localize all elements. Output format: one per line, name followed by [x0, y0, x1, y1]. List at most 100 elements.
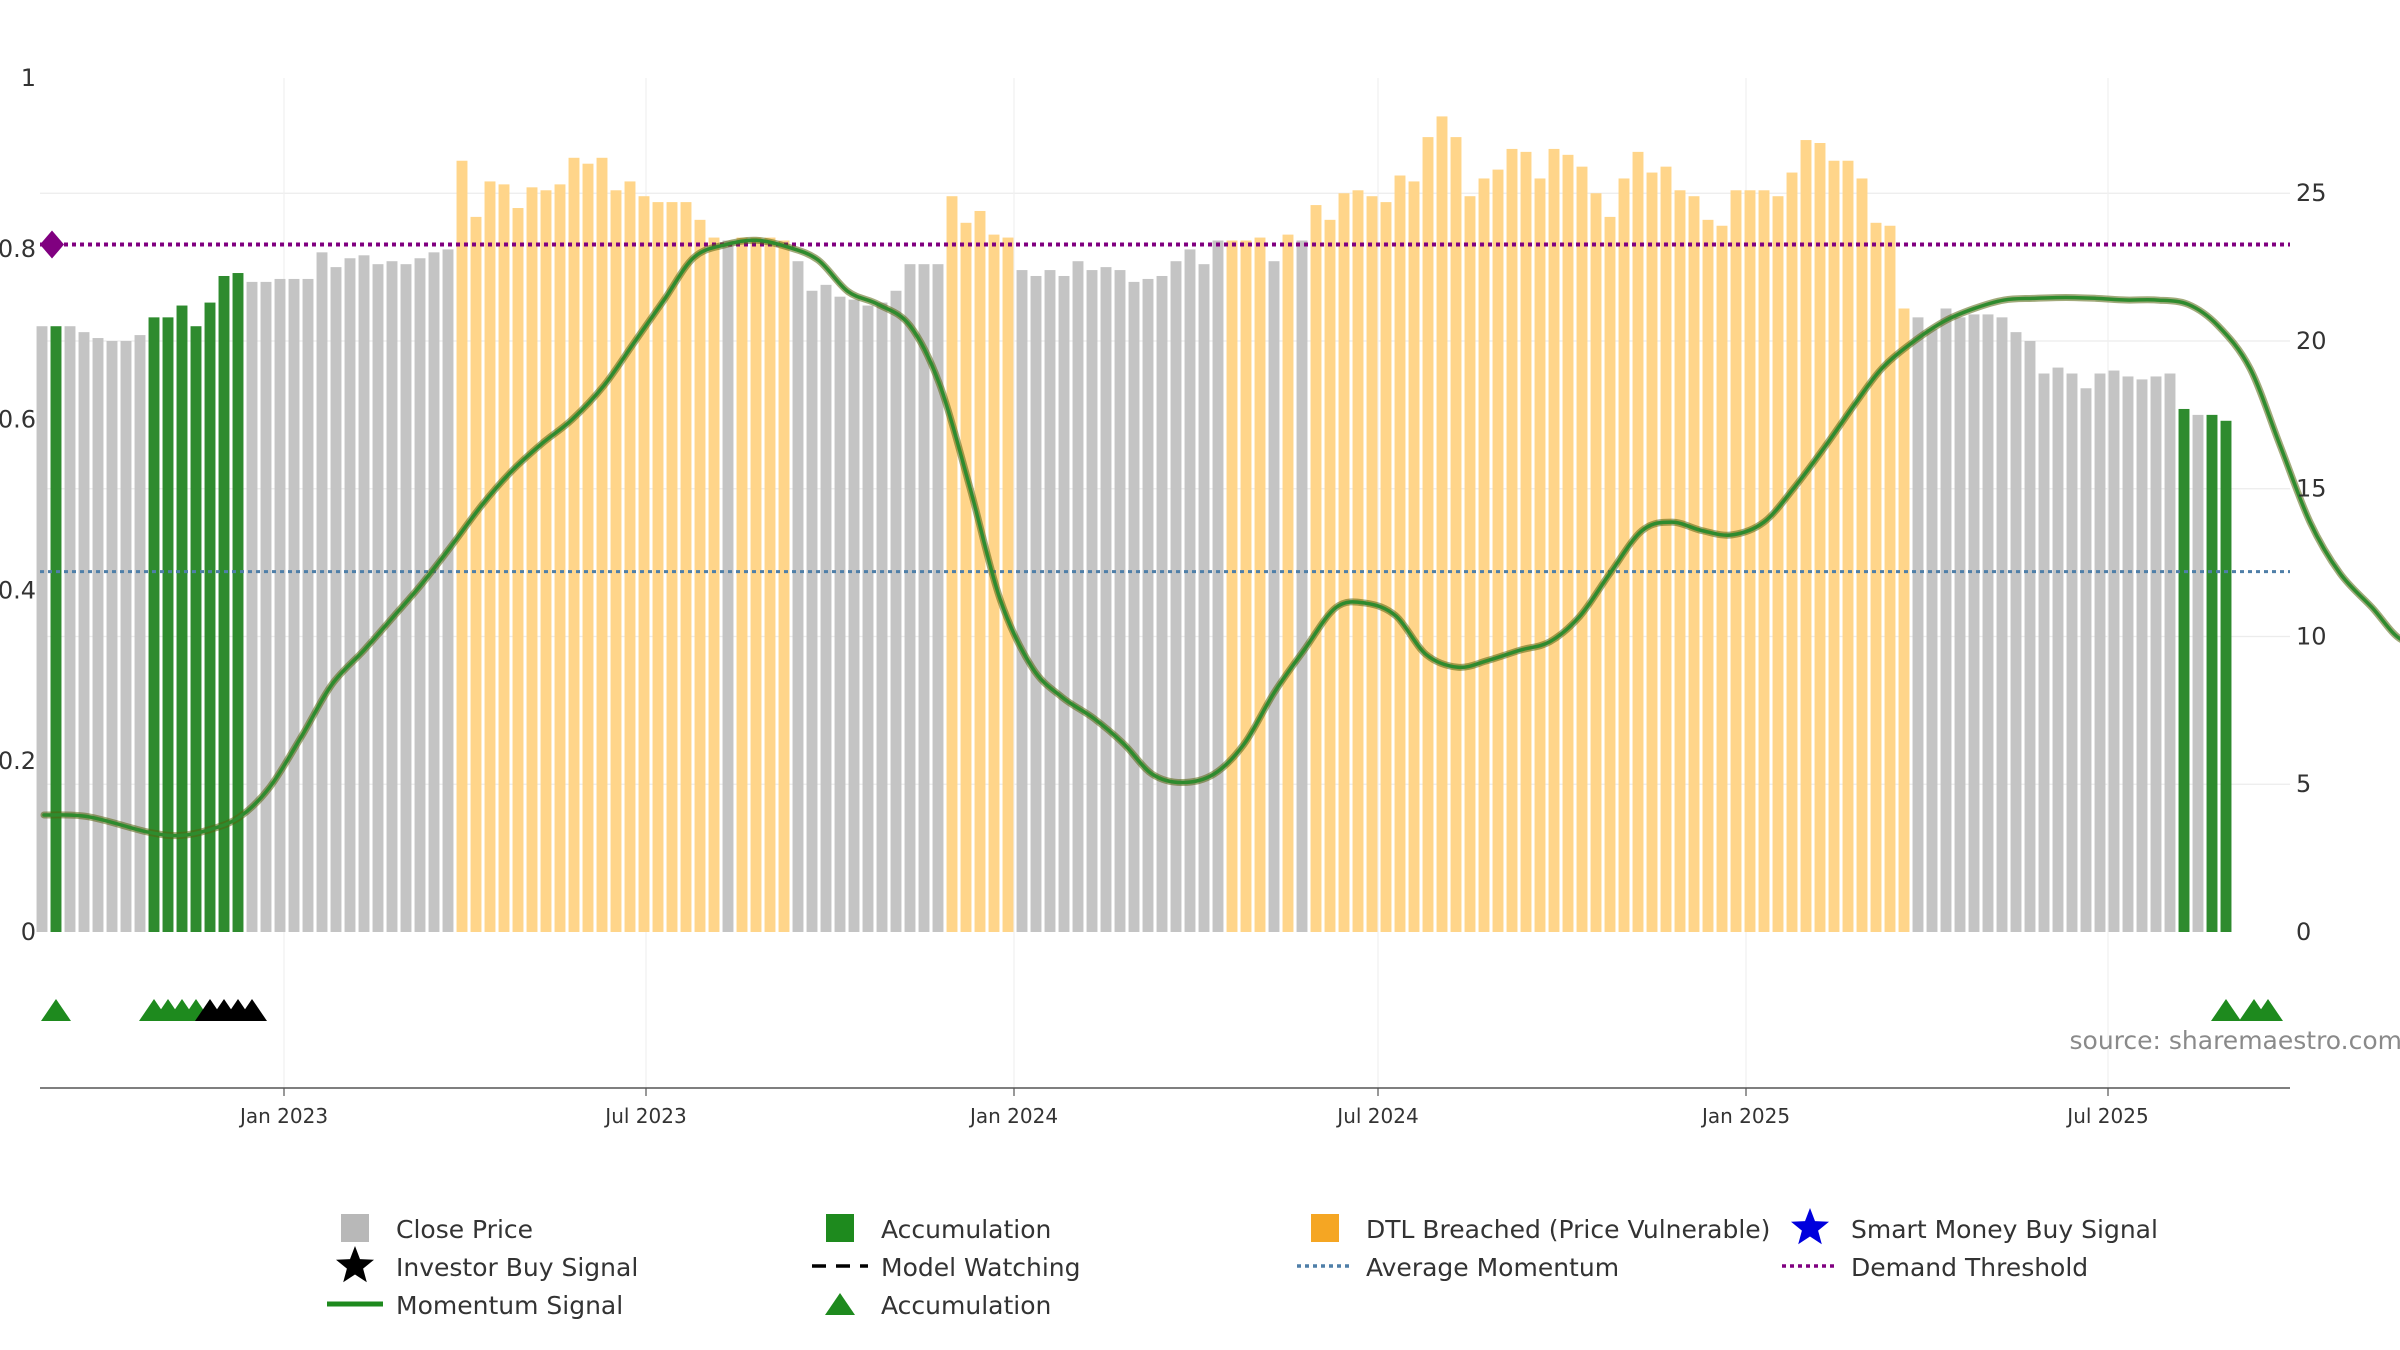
- right-tick-label: 0: [2296, 918, 2311, 946]
- reference-lines: [40, 230, 2290, 574]
- bar-gray: [106, 340, 118, 932]
- bar-green: [162, 317, 174, 932]
- legend-label: Average Momentum: [1366, 1253, 1619, 1282]
- bar-orange: [526, 187, 538, 933]
- axes: 0 5 10 15 20 25 0 0.2 0.4 0.6 0.8 1 Jan 2023 Jul 2023…: [0, 64, 2327, 1128]
- x-tick-label: Jan 2025: [1700, 1104, 1790, 1128]
- bar-gray: [1996, 317, 2008, 932]
- bar-orange: [1772, 196, 1784, 933]
- bar-orange: [1870, 222, 1882, 933]
- left-tick-label: 0.8: [0, 235, 36, 263]
- bar-gray: [834, 296, 846, 933]
- bar-orange: [1842, 160, 1854, 932]
- bar-gray: [330, 267, 342, 932]
- bar-gray: [1100, 267, 1112, 932]
- demand-threshold-diamond: [40, 230, 64, 259]
- bar-gray: [344, 258, 356, 932]
- right-tick-label: 10: [2296, 622, 2327, 650]
- source-label: source: sharemaestro.com: [2070, 1026, 2400, 1055]
- bar-orange: [1520, 151, 1532, 932]
- right-tick-label: 15: [2296, 475, 2327, 503]
- bar-gray: [1926, 329, 1938, 932]
- bar-orange: [1744, 190, 1756, 933]
- bar-gray: [2164, 373, 2176, 933]
- bar-orange: [1324, 219, 1336, 933]
- x-tick-label: Jul 2023: [603, 1104, 686, 1128]
- bar-orange: [750, 237, 762, 933]
- bar-green: [2178, 408, 2190, 933]
- bar-orange: [1688, 196, 1700, 933]
- bar-gray: [2038, 373, 2050, 933]
- bar-gray: [1198, 264, 1210, 932]
- right-tick-label: 5: [2296, 770, 2311, 798]
- bar-orange: [554, 184, 566, 932]
- legend-label: Close Price: [396, 1215, 533, 1244]
- bar-gray: [442, 249, 454, 933]
- bar-orange: [778, 240, 790, 933]
- bar-gray: [1156, 275, 1168, 932]
- bar-orange: [1534, 178, 1546, 932]
- legend-label: DTL Breached (Price Vulnerable): [1366, 1215, 1770, 1244]
- bar-gray: [288, 278, 300, 932]
- bar-gray: [806, 290, 818, 932]
- bar-orange: [1464, 196, 1476, 933]
- legend-item: Momentum Signal: [327, 1291, 623, 1320]
- bar-gray: [92, 338, 104, 933]
- x-tick-label: Jul 2025: [2065, 1104, 2148, 1128]
- bar-green: [148, 317, 160, 932]
- bar-orange: [1674, 190, 1686, 933]
- bar-orange: [1548, 148, 1560, 932]
- bar-gray: [1184, 249, 1196, 933]
- bar-orange: [1366, 196, 1378, 933]
- bar-orange: [1436, 116, 1448, 932]
- bar-orange: [1716, 225, 1728, 933]
- bar-orange: [680, 202, 692, 933]
- bar-gray: [274, 278, 286, 932]
- x-tick-label: Jan 2024: [968, 1104, 1058, 1128]
- bar-gray: [722, 240, 734, 933]
- legend-item: DTL Breached (Price Vulnerable): [1311, 1214, 1770, 1244]
- bar-orange: [708, 237, 720, 933]
- bar-orange: [652, 202, 664, 933]
- signal-markers: [41, 999, 2283, 1021]
- bar-orange: [1646, 172, 1658, 932]
- bar-orange: [596, 157, 608, 932]
- bar-gray: [1912, 317, 1924, 932]
- legend-square-icon: [341, 1214, 369, 1242]
- bar-orange: [1786, 172, 1798, 932]
- bar-orange: [1562, 154, 1574, 932]
- bar-orange: [1660, 166, 1672, 932]
- bar-orange: [1856, 178, 1868, 932]
- legend-star-icon: [336, 1246, 374, 1283]
- bar-gray: [1030, 275, 1042, 932]
- accumulation-triangle-icon: [41, 999, 71, 1021]
- legend-item: Accumulation: [826, 1214, 1051, 1244]
- x-tick-label: Jul 2024: [1335, 1104, 1418, 1128]
- bar-gray: [918, 264, 930, 932]
- bar-gray: [2122, 376, 2134, 932]
- legend-label: Smart Money Buy Signal: [1851, 1215, 2158, 1244]
- bar-orange: [540, 190, 552, 933]
- bar-orange: [610, 190, 622, 933]
- bar-orange: [512, 208, 524, 933]
- bar-orange: [1352, 190, 1364, 933]
- bar-orange: [1310, 205, 1322, 933]
- bar-gray: [36, 326, 48, 933]
- bar-gray: [820, 284, 832, 932]
- legend-label: Accumulation: [881, 1215, 1051, 1244]
- bar-orange: [1408, 181, 1420, 932]
- bar-orange: [568, 157, 580, 932]
- legend-label: Momentum Signal: [396, 1291, 623, 1320]
- right-tick-label: 20: [2296, 327, 2327, 355]
- bar-green: [176, 305, 188, 932]
- bar-gray: [904, 264, 916, 932]
- bar-orange: [470, 216, 482, 933]
- legend-item: Smart Money Buy Signal: [1791, 1208, 2158, 1245]
- bar-orange: [1898, 308, 1910, 933]
- bar-orange: [498, 184, 510, 932]
- bar-orange: [946, 196, 958, 933]
- legend-item: Model Watching: [812, 1253, 1081, 1282]
- bar-gray: [2066, 373, 2078, 933]
- bar-orange: [1338, 193, 1350, 933]
- legend-square-icon: [1311, 1214, 1339, 1242]
